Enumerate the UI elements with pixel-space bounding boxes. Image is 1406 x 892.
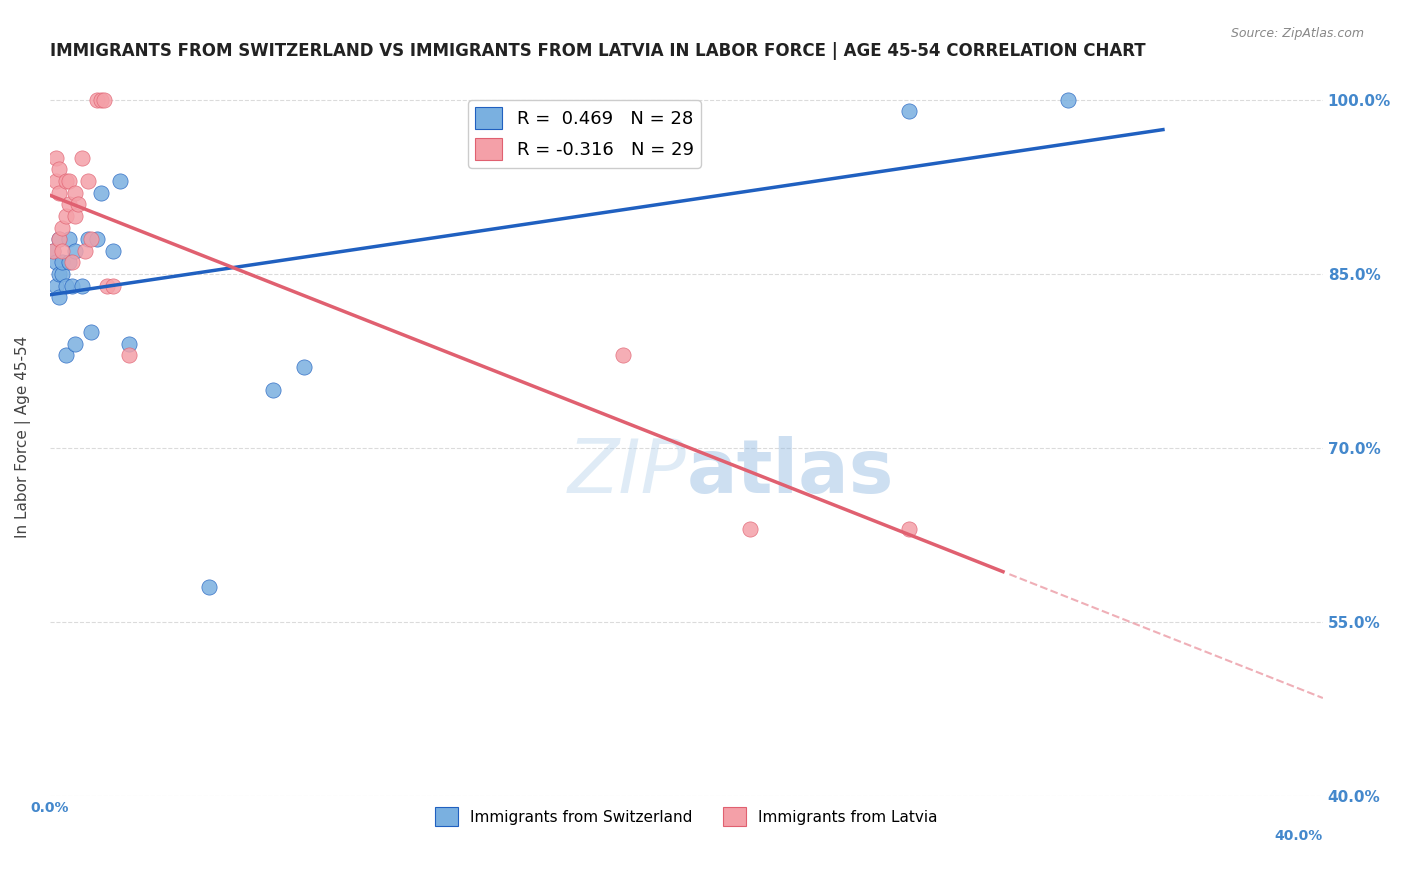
Point	[58, 232, 80, 246]
Point	[70, 278, 93, 293]
Point	[108, 174, 131, 188]
Text: atlas: atlas	[686, 436, 894, 509]
Point	[118, 348, 141, 362]
Point	[42, 244, 65, 258]
Point	[90, 93, 112, 107]
Point	[292, 359, 315, 374]
Point	[45, 278, 67, 293]
Text: IMMIGRANTS FROM SWITZERLAND VS IMMIGRANTS FROM LATVIA IN LABOR FORCE | AGE 45-54: IMMIGRANTS FROM SWITZERLAND VS IMMIGRANT…	[49, 42, 1146, 60]
Text: Source: ZipAtlas.com: Source: ZipAtlas.com	[1230, 27, 1364, 40]
Point	[1057, 93, 1080, 107]
Point	[70, 151, 93, 165]
Point	[898, 104, 921, 119]
Point	[86, 93, 108, 107]
Point	[58, 174, 80, 188]
Point	[58, 255, 80, 269]
Point	[118, 336, 141, 351]
Point	[898, 522, 921, 536]
Point	[48, 267, 70, 281]
Point	[738, 522, 761, 536]
Point	[45, 255, 67, 269]
Point	[77, 232, 100, 246]
Legend: Immigrants from Switzerland, Immigrants from Latvia: Immigrants from Switzerland, Immigrants …	[429, 801, 943, 832]
Y-axis label: In Labor Force | Age 45-54: In Labor Force | Age 45-54	[15, 335, 31, 538]
Point	[63, 186, 86, 200]
Point	[55, 348, 77, 362]
Point	[103, 278, 125, 293]
Point	[55, 278, 77, 293]
Point	[42, 244, 65, 258]
Point	[73, 244, 96, 258]
Point	[51, 244, 73, 258]
Point	[93, 93, 115, 107]
Point	[80, 325, 103, 339]
Point	[63, 209, 86, 223]
Text: ZIP: ZIP	[568, 436, 686, 508]
Point	[80, 232, 103, 246]
Point	[103, 244, 125, 258]
Point	[48, 162, 70, 177]
Point	[96, 278, 118, 293]
Point	[198, 581, 221, 595]
Point	[262, 383, 284, 397]
Point	[60, 278, 83, 293]
Text: 40.0%: 40.0%	[1275, 829, 1323, 843]
Point	[45, 151, 67, 165]
Point	[55, 209, 77, 223]
Point	[90, 186, 112, 200]
Point	[51, 220, 73, 235]
Point	[48, 186, 70, 200]
Point	[67, 197, 90, 211]
Point	[48, 232, 70, 246]
Point	[60, 255, 83, 269]
Point	[48, 290, 70, 304]
Point	[58, 197, 80, 211]
Point	[51, 267, 73, 281]
Point	[63, 336, 86, 351]
Point	[51, 255, 73, 269]
Point	[55, 174, 77, 188]
Point	[86, 232, 108, 246]
Point	[63, 244, 86, 258]
Point	[48, 232, 70, 246]
Point	[612, 348, 634, 362]
Point	[77, 174, 100, 188]
Point	[45, 174, 67, 188]
